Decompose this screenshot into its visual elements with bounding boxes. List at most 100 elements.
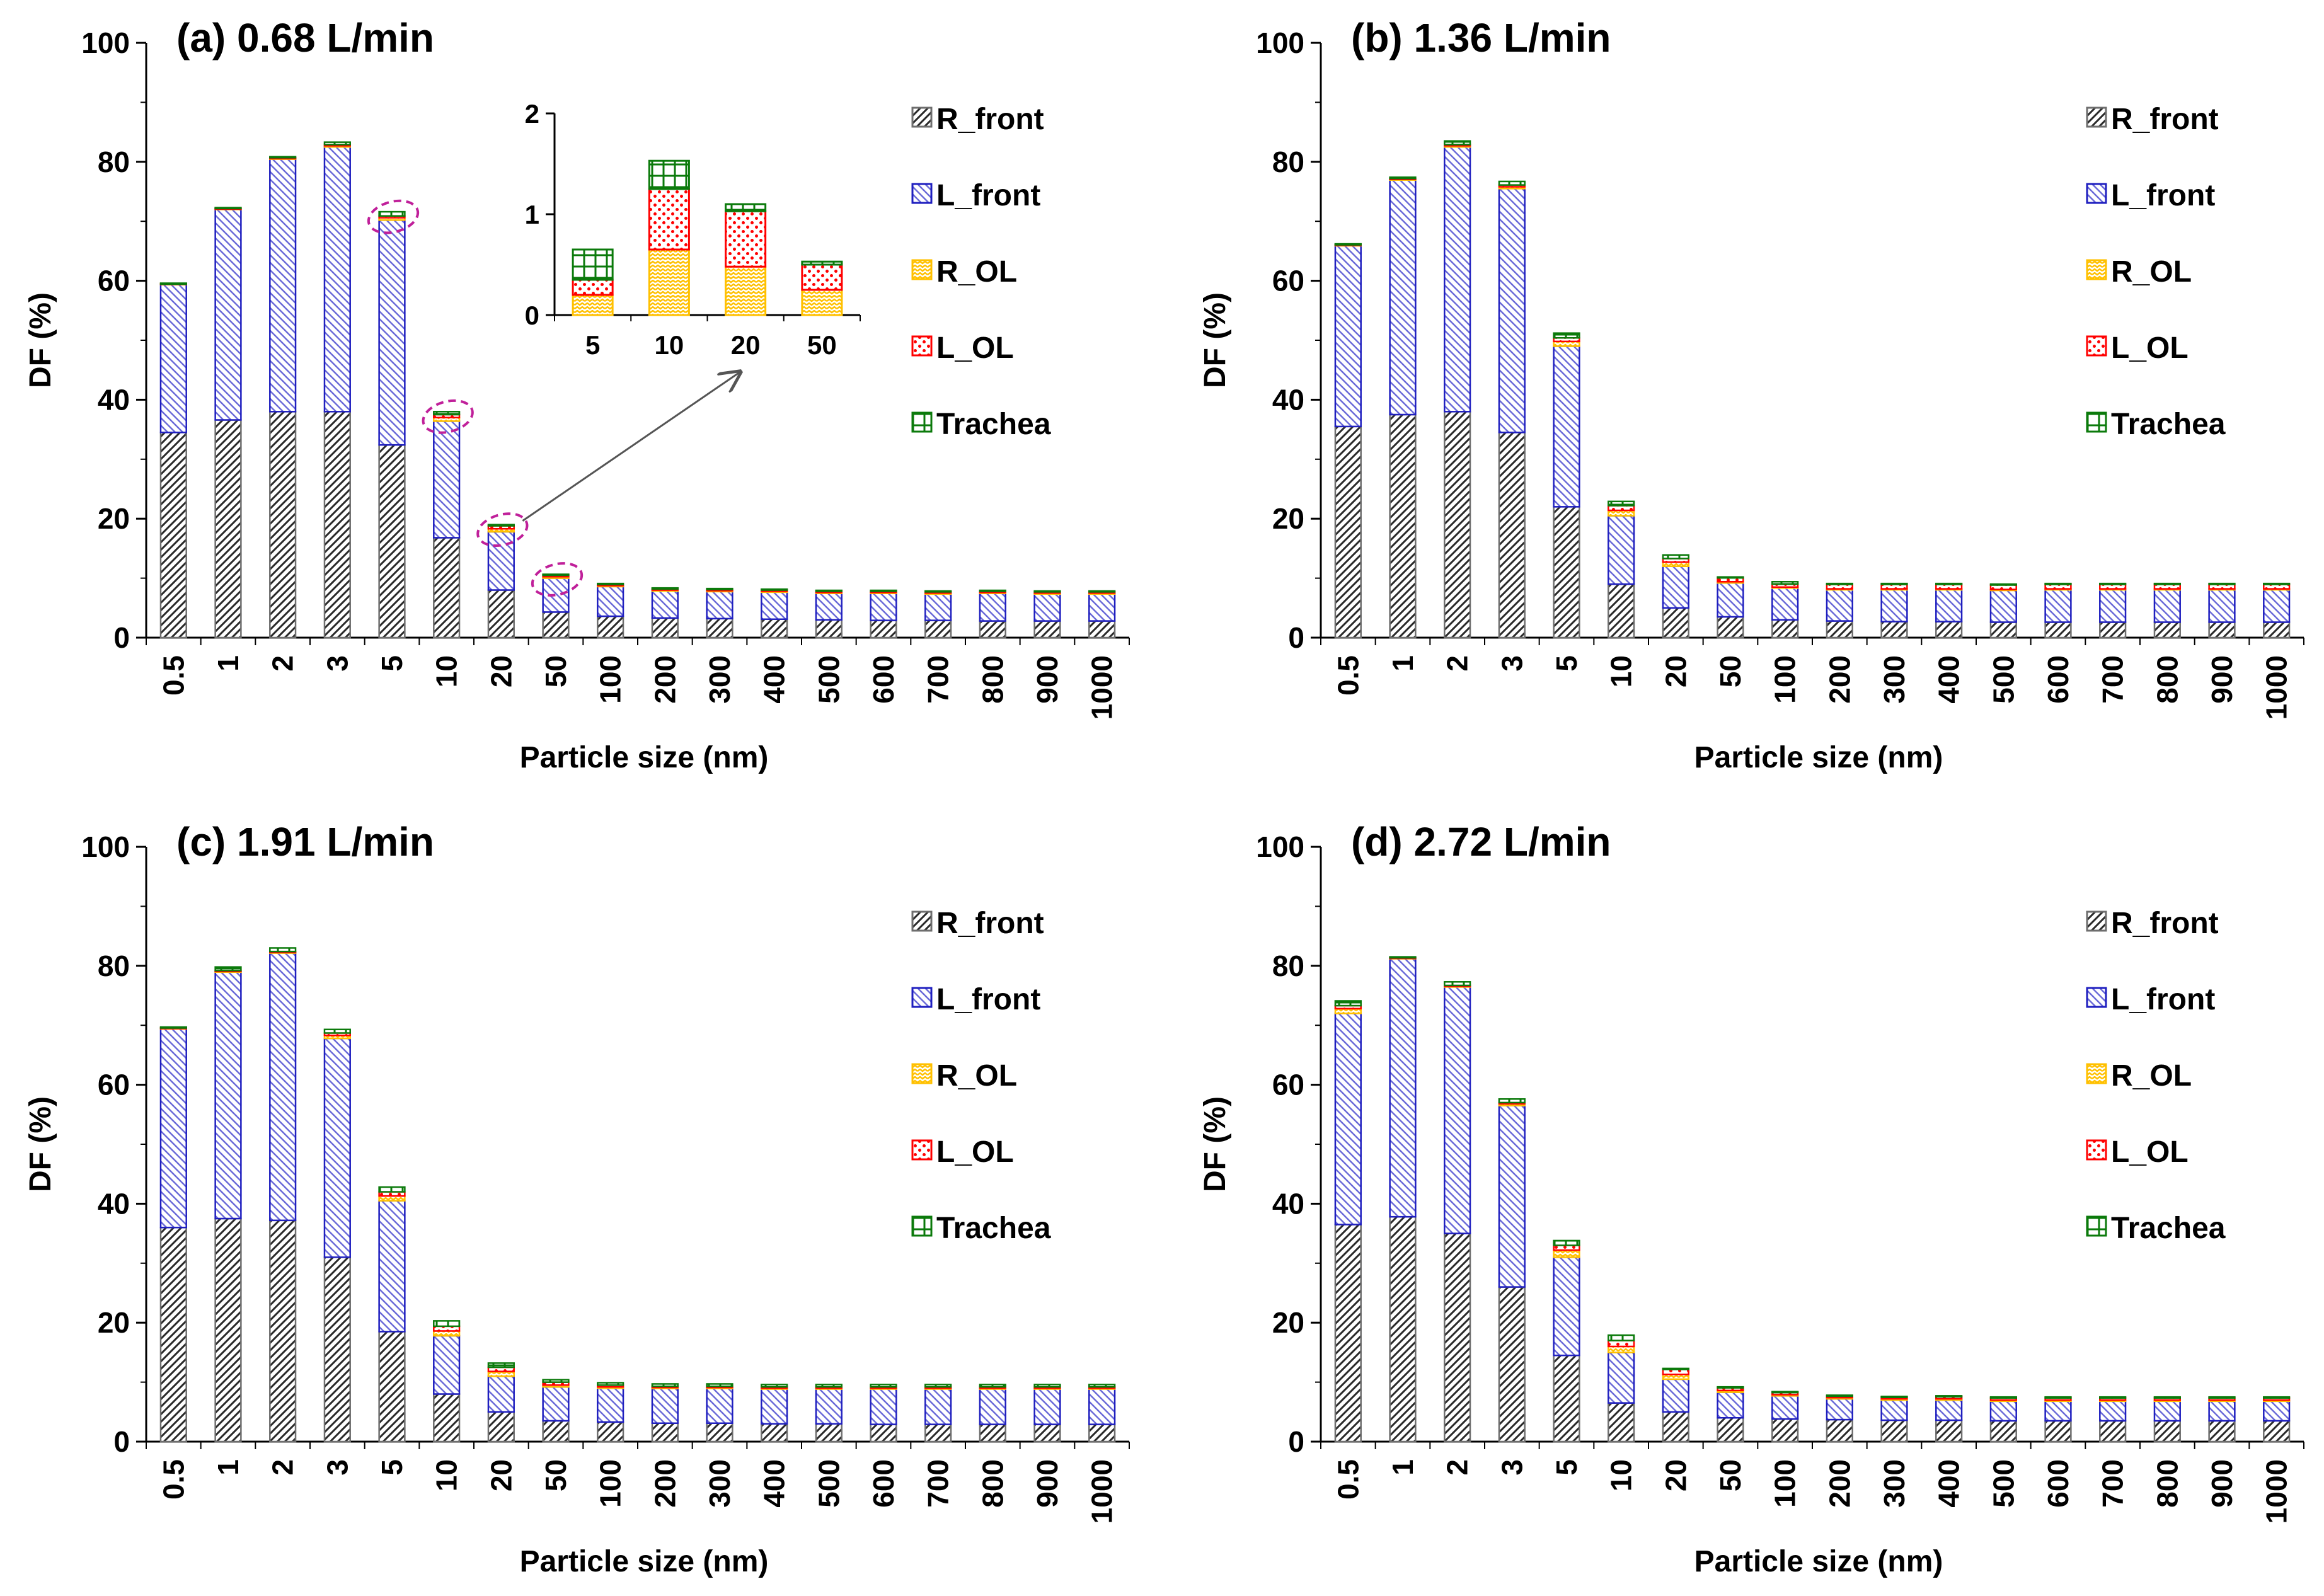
bar-L_front-700 [924,592,952,621]
legend-label-L_front: L_front [2111,179,2215,212]
y-tick-label: 100 [81,830,130,863]
bar-Trachea-200 [1826,1394,1853,1398]
bar-R_front-20 [1662,1411,1689,1443]
y-tick-label: 80 [1272,950,1304,982]
bar-R_front-1 [214,419,242,639]
bar-L_front-900 [2208,588,2236,623]
x-tick-label: 700 [922,655,955,704]
bar-Trachea-1 [214,207,242,210]
bar-L_front-500 [1989,589,2017,623]
x-tick-label: 700 [2097,655,2129,704]
x-tick-label: 0.5 [157,655,190,696]
y-tick-label: 80 [98,950,130,982]
x-tick-label: 500 [1987,1459,2020,1508]
bar-R_front-200 [1826,1418,1853,1443]
bar-R_front-0.5 [159,432,187,639]
bar-L_front-800 [2153,588,2181,623]
bar-Trachea-0.5 [1334,243,1362,246]
x-tick-label: 3 [1495,655,1528,672]
bar-L_front-600 [870,1387,897,1425]
x-tick-label: 5 [376,655,408,672]
legend: R_front L_front R_OL L_OL Trachea [911,103,1051,441]
inset-pointer-arrow [522,372,740,522]
bar-Trachea-5 [378,210,406,217]
bars [159,141,1116,639]
bar-R_front-200 [651,1422,679,1443]
inset-bar-R_OL-10 [648,248,690,316]
bar-R_front-900 [2208,1420,2236,1443]
bar-R_front-700 [924,619,952,639]
legend-label-Trachea: Trachea [936,1212,1051,1245]
y-tick-label: 0 [113,621,130,654]
bar-R_front-10 [1608,1402,1635,1443]
panel-title: (b) 1.36 L/min [1351,15,1611,60]
x-axis-title: Particle size (nm) [520,1545,769,1578]
bar-L_front-700 [2099,1400,2127,1422]
bar-R_front-10 [433,537,461,639]
legend-label-Trachea: Trachea [2111,408,2226,441]
x-tick-label: 500 [812,1459,845,1508]
bar-Trachea-1000 [2263,1396,2291,1399]
x-axis-title: Particle size (nm) [1694,1545,1943,1578]
x-tick-label: 2 [1441,1459,1474,1476]
bar-R_front-3 [323,411,351,639]
bar-Trachea-400 [1935,582,1963,585]
bars [159,947,1116,1443]
x-tick-label: 1 [212,655,244,672]
x-tick-label: 5 [1550,655,1583,672]
bar-L_front-1000 [2263,588,2291,623]
bar-Trachea-50 [1717,1386,1744,1389]
bar-Trachea-0.5 [1334,1000,1362,1007]
bar-R_front-1000 [1088,620,1116,639]
x-tick-label: 500 [812,655,845,704]
x-tick-label: 5 [1550,1459,1583,1476]
x-tick-label: 50 [539,655,572,687]
bar-L_front-10 [433,1335,461,1395]
bar-Trachea-900 [2208,1396,2236,1399]
highlight-ellipse-5 [367,199,420,234]
bar-Trachea-900 [1033,1384,1061,1388]
bar-Trachea-2 [1444,140,1471,146]
panel-title: (a) 0.68 L/min [176,15,434,60]
legend-swatch-L_OL [2086,335,2107,357]
bar-Trachea-500 [815,1384,843,1388]
x-tick-label: 800 [2151,1459,2183,1508]
bar-L_front-50 [1717,582,1744,618]
bar-L_front-300 [1880,588,1908,623]
y-tick-label: 20 [1272,1306,1304,1339]
bar-R_front-500 [815,1423,843,1443]
legend-label-Trachea: Trachea [2111,1212,2226,1245]
bar-Trachea-50 [542,1379,570,1383]
bar-Trachea-100 [1771,1391,1799,1394]
bar-L_front-200 [651,1387,679,1424]
bar-Trachea-1000 [2263,582,2291,585]
bar-L_front-10 [433,420,461,539]
x-tick-label: 800 [976,655,1009,704]
bar-L_front-50 [542,1386,570,1422]
bar-L_front-800 [979,1387,1006,1425]
bar-R_front-100 [597,615,624,639]
bar-R_front-700 [2099,621,2127,639]
bar-L_front-0.5 [1334,1013,1362,1226]
legend-swatch-Trachea [911,411,933,433]
bar-Trachea-3 [1498,1098,1526,1104]
bar-L_front-1 [1389,957,1417,1218]
y-tick-label: 100 [1256,26,1304,59]
bar-R_front-900 [1033,620,1061,639]
legend-label-L_OL: L_OL [2111,331,2189,365]
inset-x-tick-label: 5 [585,330,600,360]
legend-label-R_OL: R_OL [2111,255,2192,289]
panel-d: (d) 2.72 L/min 0 20 40 60 80 100 DF (%) 0.5 1 2 3 5 1… [1199,819,2304,1578]
x-tick-label: 2 [267,655,299,672]
bar-L_front-400 [1935,1399,1963,1421]
inset-y-tick-label: 0 [525,301,539,330]
legend-swatch-L_OL [911,335,933,357]
bar-L_front-600 [870,592,897,621]
bar-R_front-1000 [2263,1420,2291,1443]
x-tick-label: 3 [321,1459,354,1476]
y-tick-label: 20 [98,502,130,535]
bar-R_OL-5 [1553,1249,1580,1258]
bar-R_front-600 [870,1423,897,1443]
bar-Trachea-1 [1389,956,1417,959]
